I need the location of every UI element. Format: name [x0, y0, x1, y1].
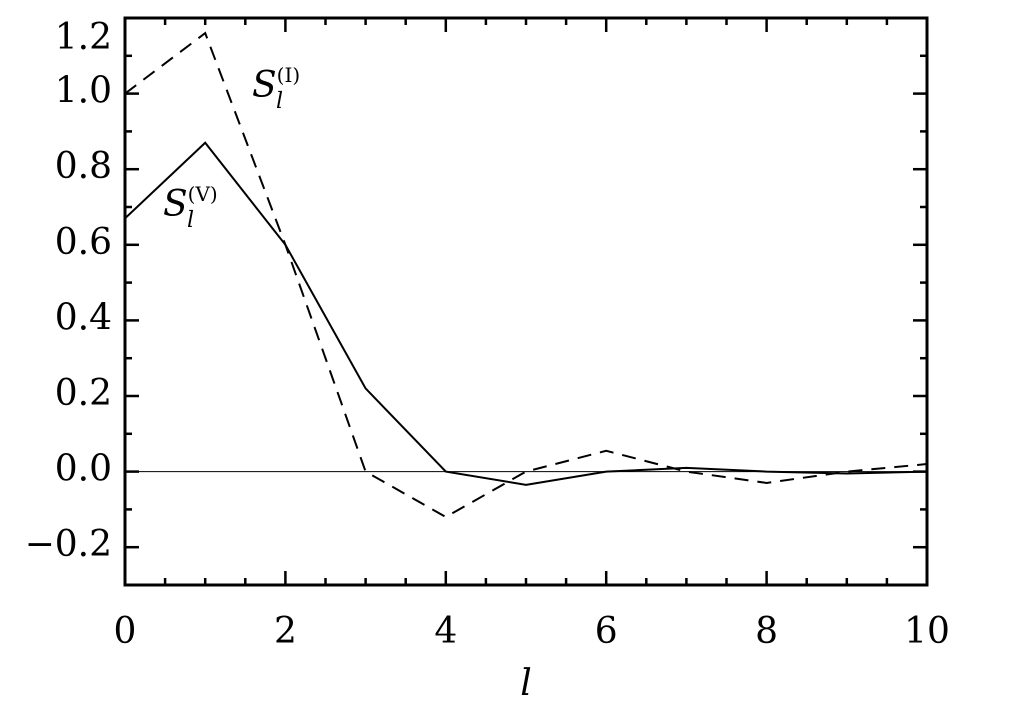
x-tick-label: 10: [904, 611, 950, 652]
y-tick-label: −0.2: [25, 524, 112, 565]
annotation-symbol: S: [252, 65, 277, 106]
annotation-superscript: (V): [188, 182, 218, 206]
y-tick-label: 0.4: [55, 297, 112, 338]
y-tick-label: 0.2: [55, 373, 112, 414]
annotation-superscript: (I): [277, 63, 301, 87]
series-line: [124, 141, 928, 486]
x-tick-label: 2: [274, 611, 297, 652]
x-tick-label: 6: [595, 611, 618, 652]
annotation: S(V) l: [163, 182, 218, 234]
y-tick-label: 0.6: [55, 222, 112, 263]
series-line: [124, 31, 928, 519]
annotation: S(I) l: [252, 63, 300, 115]
y-tick-label: 0.8: [55, 146, 112, 187]
annotation-symbol: S: [163, 184, 188, 225]
y-tick-label: 0.0: [55, 449, 112, 490]
y-tick-label: 1.0: [55, 71, 112, 112]
x-axis-label: l: [520, 663, 532, 704]
x-tick-label: 4: [434, 611, 457, 652]
plot-frame: [123, 16, 929, 587]
annotation-subscript: l: [276, 89, 283, 114]
y-tick-label: 1.2: [55, 17, 112, 58]
annotation-subscript: l: [187, 208, 194, 233]
x-tick-label: 8: [755, 611, 778, 652]
x-tick-label: 0: [114, 611, 137, 652]
